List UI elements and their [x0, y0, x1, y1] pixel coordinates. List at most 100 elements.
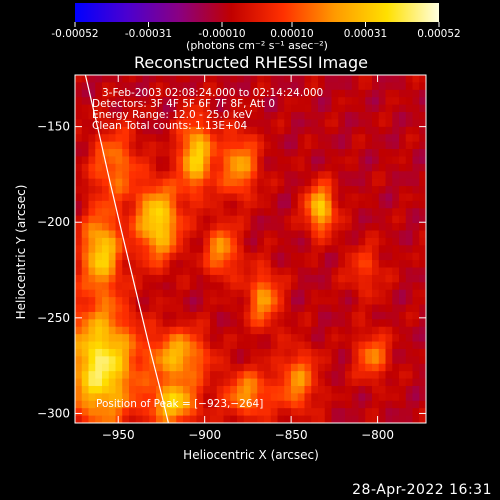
heatmap-cell	[223, 119, 231, 128]
heatmap-cell	[412, 215, 420, 224]
heatmap-cell	[338, 245, 346, 254]
heatmap-cell	[223, 363, 231, 372]
heatmap-cell	[88, 356, 96, 365]
heatmap-cell	[291, 385, 299, 394]
heatmap-cell	[95, 326, 103, 335]
heatmap-cell	[203, 408, 211, 417]
heatmap-cell	[183, 400, 191, 409]
heatmap-cell	[392, 171, 400, 180]
heatmap-cell	[95, 208, 103, 217]
heatmap-cell	[203, 252, 211, 261]
heatmap-cell	[318, 237, 326, 246]
heatmap-cell	[75, 289, 83, 298]
heatmap-cell	[210, 304, 218, 313]
heatmap-cell	[135, 319, 144, 328]
heatmap-cell	[318, 311, 326, 320]
heatmap-cell	[95, 112, 103, 121]
heatmap-cell	[250, 245, 258, 254]
heatmap-cell	[156, 267, 164, 276]
heatmap-cell	[358, 319, 366, 328]
heatmap-cell	[405, 252, 414, 261]
heatmap-cell	[378, 163, 387, 172]
heatmap-cell	[88, 193, 96, 202]
heatmap-cell	[331, 171, 339, 180]
heatmap-cell	[257, 82, 265, 91]
heatmap-cell	[324, 171, 333, 180]
heatmap-cell	[257, 267, 265, 276]
heatmap-cell	[162, 415, 171, 423]
heatmap-cell	[183, 171, 191, 180]
heatmap-cell	[405, 267, 414, 276]
heatmap-cell	[270, 75, 279, 83]
heatmap-cell	[270, 260, 279, 269]
heatmap-cell	[203, 141, 211, 150]
colorbar: -0.00052 -0.00031 -0.00010 0.00010 0.00031 0.…	[51, 3, 461, 52]
heatmap-cell	[291, 415, 299, 423]
heatmap-cell	[142, 178, 150, 187]
heatmap-cell	[412, 97, 420, 106]
heatmap-cell	[122, 282, 130, 291]
heatmap-cell	[358, 89, 366, 98]
heatmap-cell	[392, 193, 400, 202]
heatmap-cell	[338, 97, 346, 106]
heatmap-cell	[250, 82, 258, 91]
heatmap-cell	[264, 200, 272, 209]
heatmap-cell	[223, 378, 231, 387]
heatmap-cell	[203, 393, 211, 402]
heatmap-cell	[284, 134, 292, 143]
heatmap-cell	[183, 326, 191, 335]
heatmap-cell	[129, 371, 137, 380]
heatmap-cell	[142, 252, 150, 261]
heatmap-cell	[189, 119, 198, 128]
heatmap-cell	[297, 149, 306, 158]
heatmap-cell	[291, 104, 299, 113]
heatmap-cell	[75, 112, 83, 121]
heatmap-cell	[284, 385, 292, 394]
heatmap-cell	[318, 363, 326, 372]
heatmap-cell	[108, 178, 117, 187]
heatmap-cell	[270, 348, 279, 357]
heatmap-cell	[345, 408, 353, 417]
heatmap-cell	[331, 348, 339, 357]
heatmap-cell	[75, 186, 83, 195]
heatmap-cell	[149, 178, 157, 187]
heatmap-cell	[216, 134, 225, 143]
heatmap-cell	[297, 237, 306, 246]
heatmap-cell	[351, 304, 360, 313]
heatmap-cell	[108, 252, 117, 261]
heatmap-cell	[156, 193, 164, 202]
heatmap-cell	[358, 356, 366, 365]
heatmap-cell	[392, 267, 400, 276]
heatmap-cell	[122, 208, 130, 217]
heatmap-cell	[162, 89, 171, 98]
heatmap-cell	[196, 75, 204, 83]
heatmap-cell	[122, 97, 130, 106]
heatmap-cell	[412, 415, 420, 423]
heatmap-cell	[102, 75, 110, 83]
heatmap-cell	[183, 356, 191, 365]
heatmap-cell	[243, 134, 252, 143]
heatmap-cell	[237, 156, 245, 165]
heatmap-cell	[250, 400, 258, 409]
heatmap-cell	[284, 112, 292, 121]
heatmap-cell	[331, 378, 339, 387]
heatmap-cell	[277, 112, 285, 121]
heatmap-cell	[237, 89, 245, 98]
heatmap-cell	[230, 97, 238, 106]
heatmap-cell	[385, 215, 393, 224]
heatmap-cell	[230, 348, 238, 357]
heatmap-cell	[297, 126, 306, 135]
heatmap-cell	[196, 171, 204, 180]
heatmap-cell	[338, 334, 346, 343]
heatmap-cell	[183, 149, 191, 158]
heatmap-cell	[297, 245, 306, 254]
heatmap-cell	[365, 260, 373, 269]
heatmap-cell	[385, 408, 393, 417]
heatmap-cell	[311, 252, 319, 261]
heatmap-cell	[230, 237, 238, 246]
heatmap-cell	[210, 200, 218, 209]
heatmap-cell	[284, 408, 292, 417]
heatmap-cell	[264, 385, 272, 394]
heatmap-cell	[311, 341, 319, 350]
heatmap-cell	[196, 319, 204, 328]
